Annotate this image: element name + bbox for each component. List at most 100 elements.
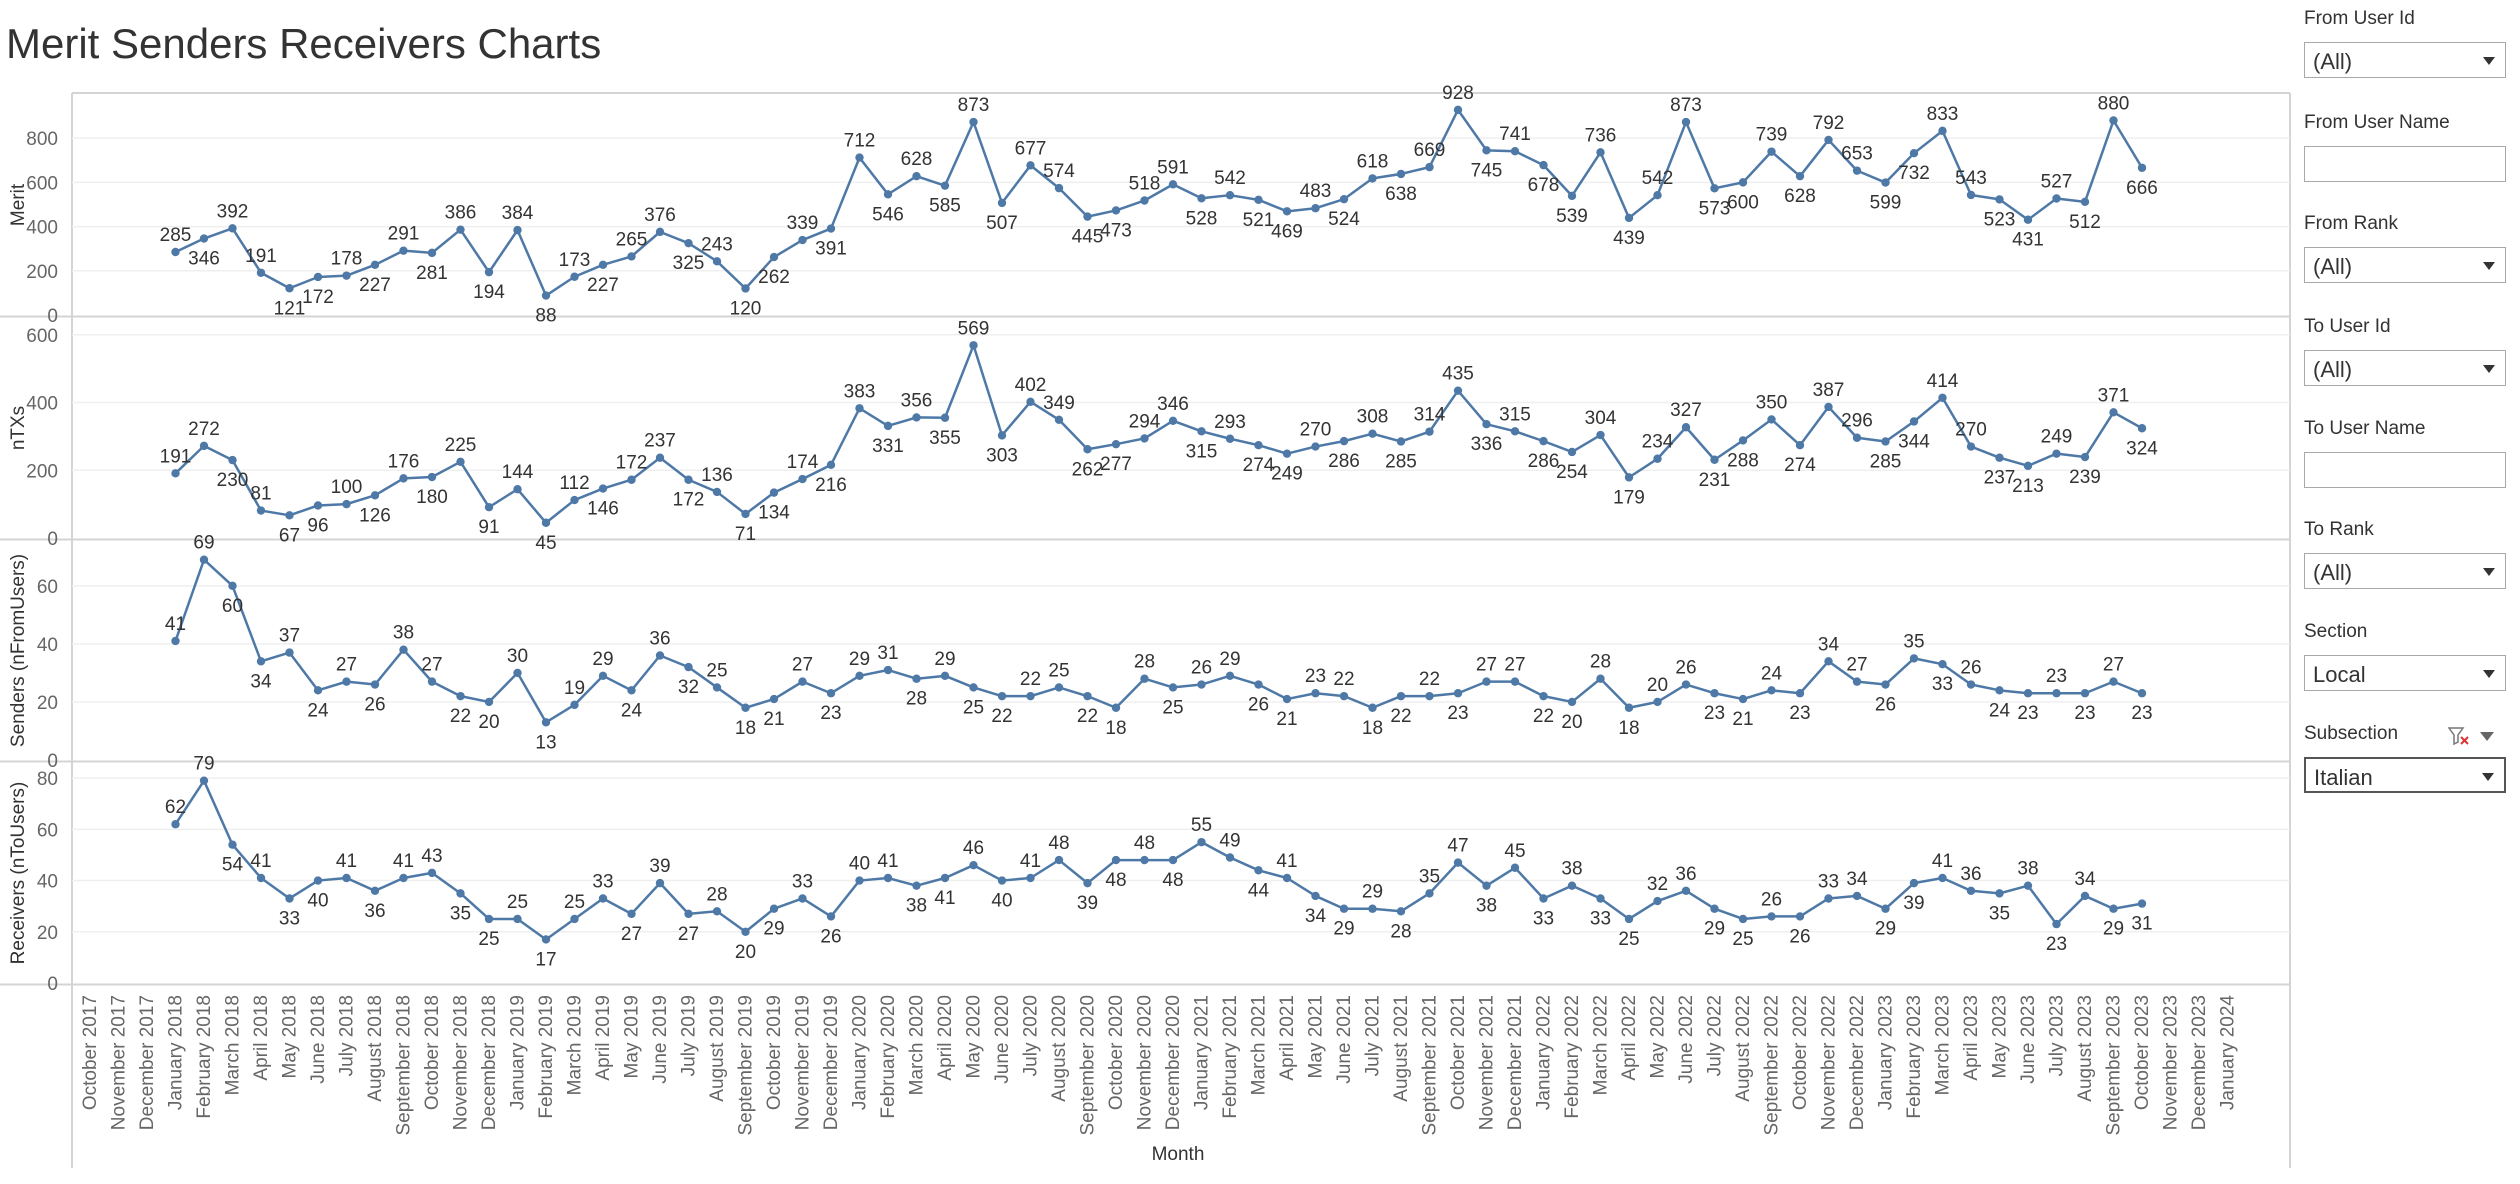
data-point[interactable] bbox=[456, 889, 465, 898]
data-point[interactable] bbox=[1738, 436, 1748, 445]
data-point[interactable] bbox=[1225, 190, 1235, 200]
data-point[interactable] bbox=[1852, 166, 1862, 175]
data-point[interactable] bbox=[456, 691, 465, 701]
data-point[interactable] bbox=[342, 677, 351, 686]
data-point[interactable] bbox=[2137, 163, 2147, 172]
data-point[interactable] bbox=[541, 291, 551, 300]
data-point[interactable] bbox=[399, 873, 408, 883]
data-point[interactable] bbox=[1254, 195, 1263, 205]
data-point[interactable] bbox=[256, 657, 266, 666]
data-point[interactable] bbox=[826, 460, 836, 470]
data-point[interactable] bbox=[1168, 855, 1178, 865]
data-point[interactable] bbox=[1339, 691, 1349, 701]
data-point[interactable] bbox=[1909, 878, 1919, 888]
data-point[interactable] bbox=[1026, 873, 1035, 883]
data-point[interactable] bbox=[1311, 442, 1320, 451]
data-point[interactable] bbox=[1567, 697, 1577, 707]
data-point[interactable] bbox=[541, 935, 551, 944]
filter-dropdown[interactable]: (All) bbox=[2304, 350, 2506, 386]
data-point[interactable] bbox=[769, 694, 779, 704]
data-point[interactable] bbox=[570, 272, 579, 281]
data-point[interactable] bbox=[513, 914, 522, 924]
data-point[interactable] bbox=[1710, 689, 1719, 698]
data-point[interactable] bbox=[1966, 680, 1976, 689]
data-point[interactable] bbox=[2137, 689, 2147, 698]
data-point[interactable] bbox=[1254, 440, 1263, 450]
data-point[interactable] bbox=[1482, 146, 1491, 155]
data-point[interactable] bbox=[997, 691, 1007, 701]
data-point[interactable] bbox=[199, 555, 209, 564]
data-point[interactable] bbox=[228, 224, 237, 233]
data-point[interactable] bbox=[1339, 904, 1349, 913]
data-point[interactable] bbox=[1111, 703, 1121, 712]
data-point[interactable] bbox=[655, 453, 665, 462]
data-point[interactable] bbox=[1282, 873, 1292, 883]
data-point[interactable] bbox=[2023, 689, 2033, 698]
data-point[interactable] bbox=[1909, 417, 1919, 426]
data-point[interactable] bbox=[399, 246, 408, 255]
data-point[interactable] bbox=[2109, 408, 2118, 417]
data-point[interactable] bbox=[769, 904, 779, 913]
filter-dropdown[interactable]: Italian bbox=[2304, 757, 2506, 793]
data-point[interactable] bbox=[940, 873, 950, 883]
data-point[interactable] bbox=[1282, 694, 1292, 704]
data-point[interactable] bbox=[570, 495, 579, 505]
data-point[interactable] bbox=[1653, 896, 1662, 906]
data-point[interactable] bbox=[1852, 677, 1862, 686]
data-point[interactable] bbox=[313, 272, 323, 282]
data-point[interactable] bbox=[1767, 912, 1776, 921]
data-point[interactable] bbox=[541, 718, 551, 727]
data-point[interactable] bbox=[1653, 697, 1662, 707]
data-point[interactable] bbox=[399, 645, 408, 654]
data-point[interactable] bbox=[370, 680, 380, 689]
data-point[interactable] bbox=[1054, 683, 1064, 692]
data-point[interactable] bbox=[513, 485, 522, 494]
data-point[interactable] bbox=[313, 501, 323, 510]
data-point[interactable] bbox=[570, 700, 579, 710]
data-point[interactable] bbox=[2023, 215, 2033, 224]
data-point[interactable] bbox=[1881, 437, 1890, 446]
data-point[interactable] bbox=[1824, 894, 1833, 903]
data-point[interactable] bbox=[1453, 105, 1463, 115]
data-point[interactable] bbox=[1510, 147, 1520, 156]
data-point[interactable] bbox=[1681, 117, 1691, 127]
data-point[interactable] bbox=[1881, 680, 1890, 689]
data-point[interactable] bbox=[997, 198, 1007, 208]
data-point[interactable] bbox=[1054, 415, 1064, 424]
data-point[interactable] bbox=[1083, 691, 1092, 701]
data-point[interactable] bbox=[1681, 886, 1691, 896]
data-point[interactable] bbox=[1510, 427, 1520, 436]
filter-text-input[interactable] bbox=[2304, 452, 2506, 488]
data-point[interactable] bbox=[1396, 169, 1406, 179]
data-point[interactable] bbox=[2080, 689, 2090, 698]
data-point[interactable] bbox=[883, 665, 893, 675]
data-point[interactable] bbox=[655, 878, 665, 888]
data-point[interactable] bbox=[427, 677, 437, 686]
data-point[interactable] bbox=[1539, 894, 1548, 903]
data-point[interactable] bbox=[1482, 881, 1491, 890]
data-point[interactable] bbox=[313, 686, 323, 695]
data-point[interactable] bbox=[2109, 116, 2118, 125]
data-point[interactable] bbox=[513, 668, 522, 678]
data-point[interactable] bbox=[655, 227, 665, 237]
data-point[interactable] bbox=[969, 683, 978, 692]
data-point[interactable] bbox=[826, 224, 836, 233]
data-point[interactable] bbox=[1482, 419, 1491, 429]
data-point[interactable] bbox=[342, 873, 351, 883]
data-point[interactable] bbox=[1026, 161, 1035, 170]
data-point[interactable] bbox=[1938, 873, 1947, 883]
data-point[interactable] bbox=[1510, 863, 1520, 872]
data-point[interactable] bbox=[912, 413, 921, 422]
data-point[interactable] bbox=[1453, 689, 1463, 698]
data-point[interactable] bbox=[285, 284, 294, 293]
data-point[interactable] bbox=[712, 257, 722, 266]
data-point[interactable] bbox=[1282, 207, 1292, 216]
data-point[interactable] bbox=[1567, 881, 1577, 890]
data-point[interactable] bbox=[1083, 878, 1092, 888]
data-point[interactable] bbox=[1140, 674, 1149, 683]
data-point[interactable] bbox=[313, 876, 323, 885]
data-point[interactable] bbox=[2109, 904, 2118, 913]
data-point[interactable] bbox=[912, 881, 921, 890]
data-point[interactable] bbox=[684, 475, 693, 484]
data-point[interactable] bbox=[1453, 858, 1463, 867]
